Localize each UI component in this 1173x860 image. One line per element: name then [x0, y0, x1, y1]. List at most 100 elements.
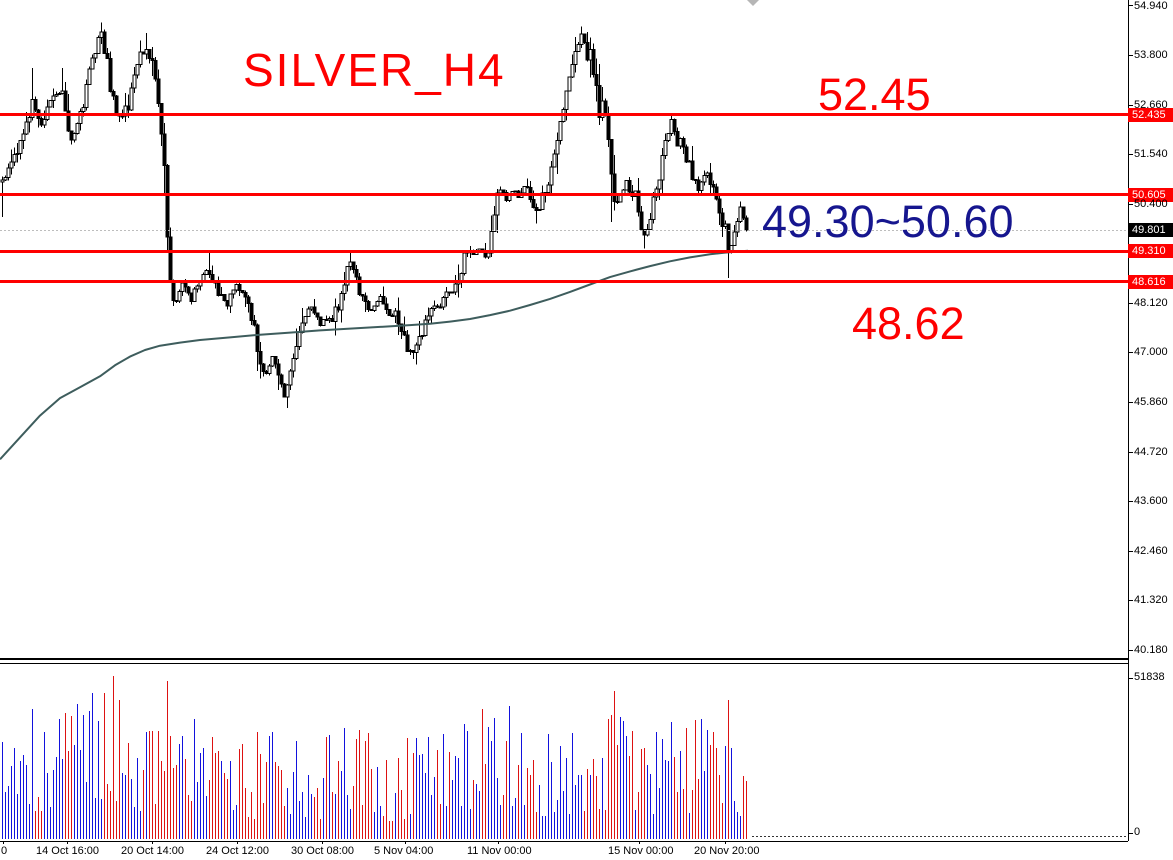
- volume-bar: [491, 741, 492, 839]
- volume-bar: [92, 693, 93, 839]
- candlestick: [684, 146, 689, 163]
- candlestick: [66, 110, 71, 132]
- annotation-symbol-title[interactable]: SILVER_H4: [243, 44, 506, 96]
- volume-bar: [587, 769, 588, 839]
- candlestick: [366, 301, 371, 310]
- candlestick: [375, 300, 380, 307]
- candlestick: [651, 196, 656, 220]
- candlestick: [243, 292, 248, 298]
- candlestick: [501, 189, 506, 194]
- candlestick: [744, 217, 749, 231]
- volume-bar: [683, 789, 684, 839]
- volume-bar: [596, 776, 597, 839]
- volume-bar: [320, 819, 321, 839]
- volume-bar: [203, 748, 204, 839]
- candlestick: [252, 320, 257, 326]
- candlestick: [540, 192, 545, 211]
- candlestick: [345, 266, 350, 286]
- volume-bar: [353, 786, 354, 839]
- volume-bar: [155, 804, 156, 839]
- volume-bar: [266, 762, 267, 839]
- volume-bar: [650, 774, 651, 839]
- candlestick: [333, 306, 338, 322]
- volume-bar: [254, 819, 255, 839]
- candlestick: [57, 92, 62, 95]
- volume-bar: [695, 720, 696, 839]
- volume-canvas[interactable]: [0, 664, 1128, 841]
- volume-bar: [512, 806, 513, 839]
- volume-bar: [176, 765, 177, 839]
- volume-bar: [575, 785, 576, 839]
- price-axis-label: 42.460: [1134, 545, 1168, 557]
- price-axis-tick: [1128, 352, 1133, 353]
- time-axis-label: 20 Oct 14:00: [121, 845, 184, 857]
- volume-bar: [425, 773, 426, 839]
- volume-bar: [488, 727, 489, 839]
- candlestick: [18, 140, 23, 155]
- candlestick: [240, 290, 245, 294]
- candlestick: [207, 269, 212, 276]
- volume-axis-tick: [1128, 678, 1133, 679]
- volume-bar: [602, 758, 603, 839]
- volume-bar: [698, 779, 699, 839]
- candlestick: [444, 291, 449, 299]
- volume-bar: [719, 775, 720, 839]
- candlestick: [276, 363, 281, 376]
- annotation-support-note[interactable]: 48.62: [852, 298, 965, 349]
- volume-bar: [437, 750, 438, 839]
- volume-bar: [140, 811, 141, 839]
- candlestick: [9, 161, 14, 169]
- time-axis-label: 30 Oct 08:00: [291, 845, 354, 857]
- volume-bar: [449, 752, 450, 839]
- volume-bar: [404, 819, 405, 839]
- candlestick: [609, 139, 614, 175]
- volume-bar: [137, 758, 138, 839]
- candlestick: [342, 284, 347, 294]
- candlestick: [3, 177, 8, 181]
- object-anchor-icon[interactable]: [747, 0, 759, 6]
- volume-bar: [680, 751, 681, 839]
- volume-bar: [497, 778, 498, 839]
- volume-bar: [485, 764, 486, 839]
- candlestick: [657, 179, 662, 190]
- volume-bar: [125, 775, 126, 839]
- volume-pane[interactable]: [0, 664, 1128, 841]
- price-axis-label: 52.660: [1134, 99, 1168, 111]
- candlestick: [12, 154, 17, 163]
- price-axis[interactable]: 52.435 50.605 49.310 48.616 49.801: [1123, 0, 1173, 860]
- time-axis-label: 11 Nov 00:00: [467, 845, 532, 857]
- volume-bar: [656, 732, 657, 839]
- candlestick: [714, 186, 719, 200]
- volume-bar: [452, 780, 453, 839]
- volume-bar: [173, 768, 174, 839]
- volume-bar: [299, 801, 300, 839]
- volume-bar: [413, 753, 414, 839]
- volume-bar: [221, 761, 222, 839]
- volume-bar: [536, 812, 537, 839]
- volume-bar: [563, 791, 564, 839]
- volume-bar: [146, 732, 147, 839]
- volume-bar: [77, 704, 78, 839]
- volume-bar: [284, 806, 285, 839]
- volume-bar: [524, 805, 525, 839]
- volume-bar: [614, 691, 615, 839]
- pane-separator[interactable]: [0, 658, 1173, 664]
- volume-bar: [83, 715, 84, 839]
- candlestick: [699, 181, 704, 192]
- volume-bar: [164, 771, 165, 839]
- volume-bar: [470, 809, 471, 839]
- annotation-resistance-note[interactable]: 52.45: [818, 69, 931, 120]
- price-axis-line: [1128, 0, 1129, 841]
- volume-bar: [623, 721, 624, 839]
- annotation-range-note[interactable]: 49.30~50.60: [762, 196, 1014, 247]
- time-axis-label: 0: [1, 845, 8, 857]
- volume-bar: [566, 758, 567, 839]
- price-axis-tick: [1128, 5, 1133, 6]
- volume-bar: [311, 794, 312, 839]
- candlestick: [450, 291, 455, 294]
- candlestick: [27, 116, 32, 123]
- candlestick: [741, 206, 746, 219]
- candlestick: [138, 51, 143, 66]
- candlestick: [534, 207, 539, 211]
- volume-bar: [419, 755, 420, 839]
